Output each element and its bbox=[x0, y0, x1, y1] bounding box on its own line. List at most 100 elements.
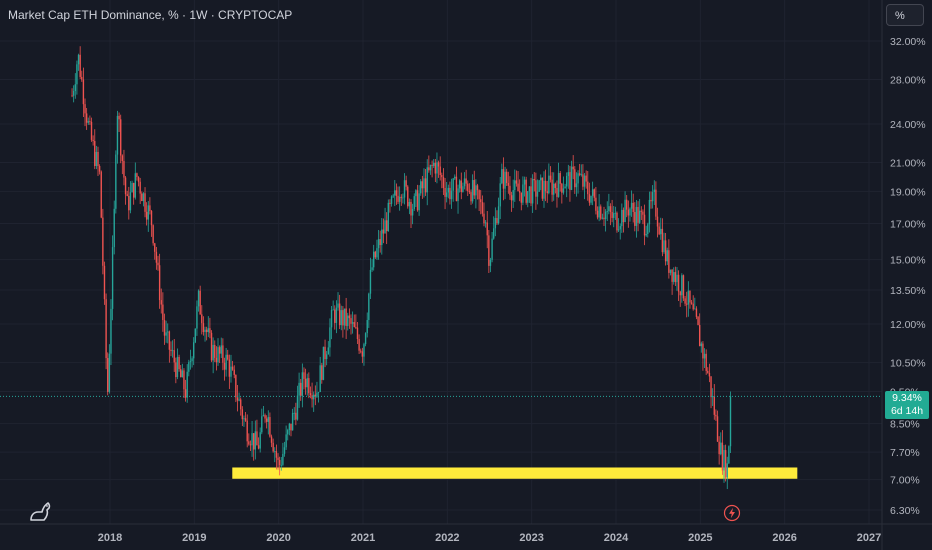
candle-body bbox=[510, 195, 513, 201]
candle-body bbox=[455, 176, 458, 202]
candle-body bbox=[233, 369, 235, 375]
candle-body bbox=[609, 206, 612, 213]
candle-body bbox=[538, 180, 540, 192]
candle-body bbox=[274, 451, 276, 452]
candle-body bbox=[176, 356, 179, 378]
candle-body bbox=[476, 185, 479, 191]
candle-body bbox=[559, 173, 561, 184]
tradingview-logo-icon[interactable] bbox=[28, 498, 54, 524]
candle-body bbox=[467, 183, 469, 192]
candle-body bbox=[335, 307, 338, 323]
candle-body bbox=[421, 181, 424, 189]
candle-body bbox=[171, 350, 174, 352]
candle-body bbox=[181, 370, 184, 378]
candle-body bbox=[622, 209, 625, 223]
candle-body bbox=[634, 212, 636, 226]
candle-body bbox=[167, 331, 169, 333]
candle-body bbox=[389, 202, 391, 204]
candle-body bbox=[415, 190, 417, 197]
candle-body bbox=[262, 415, 265, 417]
candle-body bbox=[374, 251, 377, 258]
candle-body bbox=[441, 175, 443, 178]
candle-body bbox=[382, 229, 385, 234]
candle-body bbox=[686, 303, 688, 305]
candle-body bbox=[351, 322, 354, 324]
candle-body bbox=[656, 216, 659, 227]
candle-body bbox=[107, 358, 109, 392]
candle-body bbox=[416, 190, 419, 211]
candle-body bbox=[363, 344, 365, 357]
candle-body bbox=[81, 76, 83, 80]
candle-body bbox=[74, 84, 76, 92]
candle-body bbox=[478, 190, 480, 200]
candle-body bbox=[398, 196, 401, 202]
candle-body bbox=[77, 54, 80, 65]
candle-body bbox=[150, 210, 153, 226]
candle-body bbox=[671, 269, 673, 282]
candle-body bbox=[113, 208, 115, 248]
candle-body bbox=[606, 211, 608, 212]
candle-body bbox=[282, 453, 284, 465]
candle-body bbox=[347, 315, 349, 326]
candle-body bbox=[314, 394, 317, 397]
candle-body bbox=[139, 181, 141, 194]
candle-body bbox=[402, 197, 404, 199]
candle-body bbox=[277, 457, 279, 460]
candle-body bbox=[192, 342, 195, 359]
candle-body bbox=[666, 250, 668, 262]
candle-body bbox=[227, 354, 229, 360]
y-tick-label: 13.50% bbox=[890, 285, 926, 297]
candle-body bbox=[137, 176, 140, 182]
candle-body bbox=[587, 181, 589, 195]
candle-body bbox=[188, 362, 190, 372]
candle-body bbox=[629, 208, 631, 216]
candle-body bbox=[369, 269, 372, 294]
candle-body bbox=[214, 344, 216, 358]
candle-body bbox=[681, 275, 683, 296]
candle-body bbox=[285, 434, 287, 448]
last-price-tag: 9.34% 6d 14h bbox=[885, 391, 929, 419]
candle-body bbox=[123, 160, 125, 178]
candle-body bbox=[689, 290, 691, 303]
candle-body bbox=[527, 191, 529, 203]
candle-body bbox=[390, 196, 393, 204]
candle-body bbox=[329, 327, 331, 348]
y-tick-label: 15.00% bbox=[890, 255, 926, 267]
candle-body bbox=[411, 209, 414, 216]
bar-countdown: 6d 14h bbox=[890, 405, 924, 417]
candle-body bbox=[664, 240, 667, 262]
candle-body bbox=[533, 178, 535, 181]
candle-body bbox=[251, 433, 253, 446]
candle-body bbox=[458, 180, 461, 189]
candle-body bbox=[149, 205, 151, 211]
candle-body bbox=[449, 187, 451, 200]
candle-body bbox=[473, 180, 475, 196]
candle-body bbox=[694, 308, 696, 310]
lightning-icon[interactable] bbox=[723, 504, 741, 522]
candle-body bbox=[647, 224, 649, 234]
candle-body bbox=[536, 191, 539, 197]
percent-scale-button[interactable]: % bbox=[886, 4, 924, 26]
candle-body bbox=[368, 293, 370, 321]
candle-body bbox=[488, 235, 490, 266]
candle-body bbox=[614, 212, 617, 214]
candle-body bbox=[583, 175, 586, 187]
candle-body bbox=[85, 113, 88, 123]
candle-body bbox=[264, 415, 266, 419]
x-tick-label: 2018 bbox=[98, 532, 122, 544]
candle-body bbox=[235, 374, 237, 398]
candle-body bbox=[134, 173, 136, 198]
candle-body bbox=[90, 121, 93, 140]
candle-body bbox=[201, 314, 203, 324]
candle-body bbox=[663, 240, 665, 253]
candle-body bbox=[564, 186, 566, 189]
candle-body bbox=[108, 353, 111, 392]
candle-body bbox=[551, 179, 553, 195]
candle-body bbox=[562, 188, 565, 193]
candle-body bbox=[468, 191, 471, 193]
candle-body bbox=[703, 353, 706, 359]
candle-body bbox=[267, 417, 269, 422]
candle-body bbox=[561, 183, 563, 193]
candle-body bbox=[728, 446, 730, 464]
